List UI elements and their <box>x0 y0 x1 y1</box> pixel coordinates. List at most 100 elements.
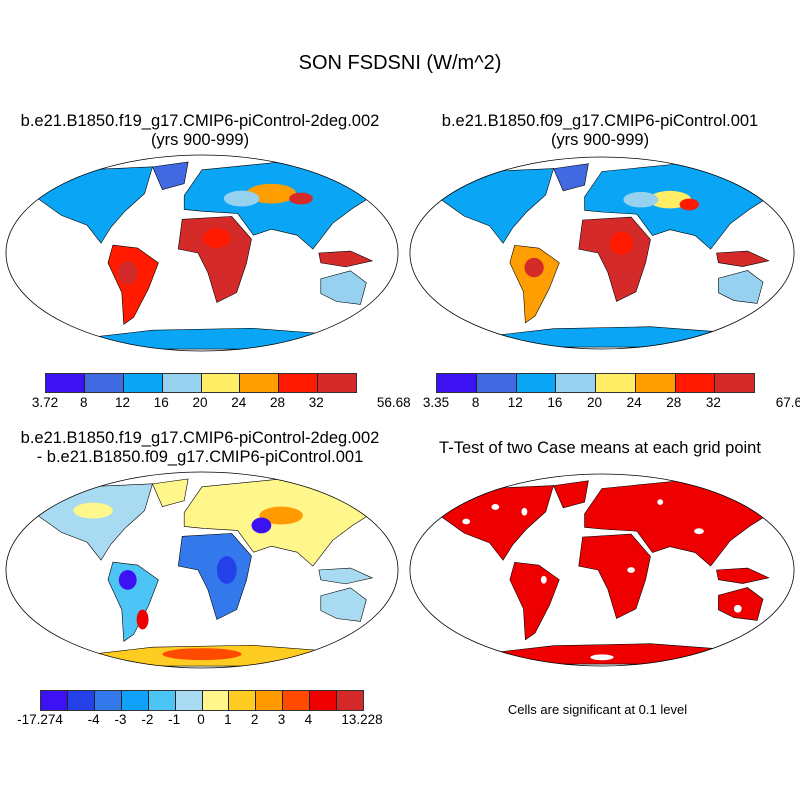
land-greenland <box>152 478 189 507</box>
colorbar-label: 32 <box>308 395 324 410</box>
colorbar-label: 20 <box>586 395 603 410</box>
field-patch <box>136 609 149 630</box>
colorbar-label: 0 <box>197 712 205 727</box>
field-patch <box>742 494 753 501</box>
significance-note: Cells are significant at 0.1 level <box>507 702 688 717</box>
map-outline <box>409 156 795 350</box>
colorbar-label: 28 <box>666 395 682 410</box>
colorbar-swatch <box>318 374 356 392</box>
land-indonesia <box>318 250 374 268</box>
map-case1 <box>5 154 399 352</box>
field-patch <box>524 257 544 278</box>
colorbar-label: 20 <box>192 395 208 410</box>
colorbar-swatch <box>256 691 284 710</box>
land-greenland <box>553 163 589 192</box>
land-south-america <box>107 244 159 325</box>
land-north-america <box>33 166 153 244</box>
colorbar-label: 8 <box>79 395 88 410</box>
colorbar-label: 12 <box>507 395 523 410</box>
panel3-title: b.e21.B1850.f19_g17.CMIP6-piControl-2deg… <box>0 429 400 467</box>
colorbar-swatch <box>229 691 257 710</box>
colorbar-swatch <box>675 374 716 392</box>
colorbar-swatch <box>175 691 203 710</box>
land-africa <box>177 216 252 303</box>
land-north-america <box>33 483 153 561</box>
map-outline <box>5 471 399 669</box>
panel2-title-line1: b.e21.B1850.f09_g17.CMIP6-piControl.001 <box>441 112 759 130</box>
field-patch <box>259 506 303 525</box>
colorbar-swatch <box>202 691 230 710</box>
land-africa <box>177 533 252 620</box>
colorbar-swatch <box>123 374 163 392</box>
map-case2 <box>409 156 795 350</box>
land-antarctica <box>484 326 729 348</box>
colorbar-label: 2 <box>250 712 259 727</box>
colorbar-swatch <box>279 374 319 392</box>
colorbar-swatch <box>46 374 85 392</box>
colorbar-label: 28 <box>269 395 286 410</box>
colorbar-swatch <box>596 374 636 392</box>
land-north-america <box>436 485 554 561</box>
field-patch <box>251 517 272 534</box>
field-patch <box>657 499 664 506</box>
colorbar-label: -2 <box>141 712 154 727</box>
colorbar-label: -17.274 <box>17 712 63 727</box>
field-patch <box>117 260 138 285</box>
colorbar-label: 3 <box>277 712 286 727</box>
figure-title: SON FSDSNI (W/m^2) <box>298 52 502 74</box>
colorbar-label: 4 <box>304 712 313 727</box>
panel3-title-line2: - b.e21.B1850.f09_g17.CMIP6-piControl.00… <box>36 448 364 466</box>
land-antarctica <box>484 643 729 665</box>
colorbar-label: 12 <box>114 395 131 410</box>
colorbar-label: 16 <box>547 395 563 410</box>
colorbar-label: -4 <box>87 712 100 727</box>
panel2-title-line2: (yrs 900-999) <box>550 131 650 149</box>
field-patch <box>694 528 704 535</box>
colorbar-swatch <box>162 374 202 392</box>
field-patch <box>679 198 699 211</box>
land-north-america <box>436 168 554 244</box>
colorbar-swatch <box>94 691 122 710</box>
map-outline <box>5 154 399 352</box>
land-africa <box>578 533 651 619</box>
field-patch <box>540 575 547 584</box>
panel2-title: b.e21.B1850.f09_g17.CMIP6-piControl.001(… <box>400 112 800 150</box>
field-patch <box>118 570 137 590</box>
land-indonesia <box>716 250 770 267</box>
field-patch <box>462 518 471 525</box>
land-greenland <box>152 161 189 190</box>
colorbar-swatch <box>556 374 596 392</box>
land-antarctica <box>82 327 332 350</box>
land-africa <box>578 216 651 302</box>
colorbar-swatch <box>84 374 124 392</box>
colorbar-label: 3.35 <box>422 395 450 410</box>
colorbar-swatch <box>715 374 754 392</box>
colorbar-label: 56.68 <box>376 395 411 410</box>
land-south-america <box>509 561 560 641</box>
colorbar-swatch <box>476 374 517 392</box>
colorbar-case2 <box>436 373 755 393</box>
field-patch <box>491 504 500 510</box>
colorbar-swatch <box>337 691 364 710</box>
land-south-america <box>509 244 560 324</box>
colorbar-swatch <box>240 374 280 392</box>
colorbar-swatch <box>516 374 557 392</box>
colorbar-label: 32 <box>705 395 721 410</box>
colorbar-swatch <box>41 691 68 710</box>
land-australia <box>718 587 764 621</box>
land-australia <box>320 587 367 622</box>
colorbar-swatch <box>283 691 311 710</box>
colorbar-swatch <box>148 691 176 710</box>
field-patch <box>590 654 614 661</box>
land-indonesia <box>318 567 374 585</box>
colorbar-label: 24 <box>626 395 642 410</box>
land-greenland <box>553 480 589 509</box>
colorbar-difference <box>40 690 364 711</box>
colorbar-label: 8 <box>471 395 480 410</box>
field-patch <box>521 507 528 516</box>
field-patch <box>289 192 313 205</box>
map-ttest <box>409 473 795 667</box>
field-patch <box>223 190 260 207</box>
colorbar-label: 16 <box>153 395 169 410</box>
